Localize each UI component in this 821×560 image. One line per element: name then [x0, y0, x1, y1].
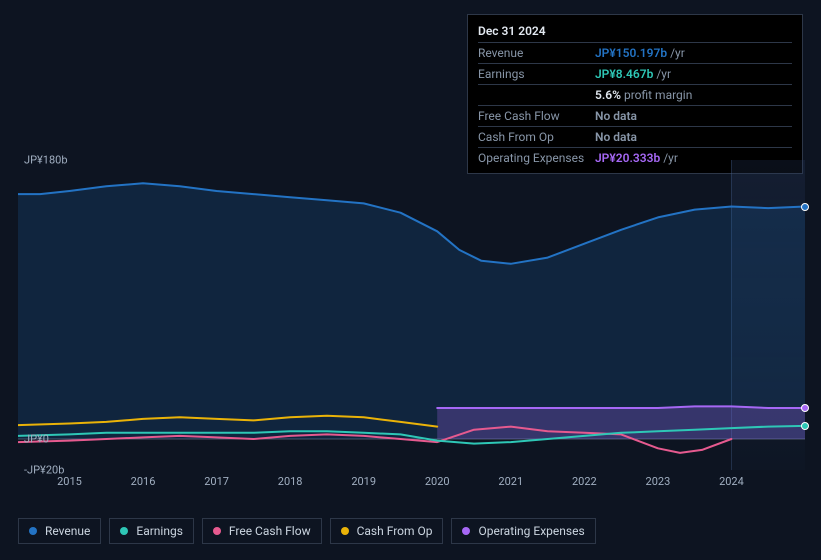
series-end-marker-operating_expenses [801, 404, 809, 412]
legend-dot-icon [29, 527, 37, 535]
legend-item-label: Free Cash Flow [229, 524, 311, 538]
x-axis-label: 2017 [204, 475, 229, 488]
x-axis-label: 2018 [278, 475, 303, 488]
series-end-marker-earnings [801, 422, 809, 430]
legend-item-label: Revenue [45, 524, 90, 538]
tooltip-row-value: No data [595, 130, 792, 144]
tooltip-row: Cash From OpNo data [478, 127, 792, 148]
tooltip-row-value: JP¥8.467b /yr [595, 67, 792, 81]
tooltip-row: EarningsJP¥8.467b /yr [478, 64, 792, 85]
legend-dot-icon [213, 527, 221, 535]
x-axis-label: 2023 [646, 475, 671, 488]
legend-item-cash_from_op[interactable]: Cash From Op [330, 518, 444, 544]
legend-item-label: Cash From Op [357, 524, 433, 538]
tooltip-row-value: No data [595, 109, 792, 123]
tooltip-panel: Dec 31 2024 RevenueJP¥150.197b /yrEarnin… [467, 14, 803, 174]
x-axis-label: 2020 [425, 475, 450, 488]
x-axis: 2015 2016 2017 2018 2019 2020 2021 2022 2023 2024 [18, 475, 805, 495]
tooltip-row-value: JP¥150.197b /yr [595, 46, 792, 60]
tooltip-row-label: Earnings [478, 67, 595, 81]
tooltip-row-label: Cash From Op [478, 130, 595, 144]
legend-item-revenue[interactable]: Revenue [18, 518, 101, 544]
line-chart-svg [18, 160, 805, 470]
x-axis-label: 2016 [131, 475, 156, 488]
x-axis-label: 2024 [719, 475, 744, 488]
x-axis-label: 2015 [57, 475, 82, 488]
legend-dot-icon [341, 527, 349, 535]
legend-item-label: Operating Expenses [478, 524, 584, 538]
x-axis-label: 2021 [498, 475, 523, 488]
x-axis-label: 2019 [351, 475, 376, 488]
series-fill-revenue [18, 183, 805, 439]
tooltip-date: Dec 31 2024 [478, 20, 792, 43]
chart-area[interactable]: JP¥180bJP¥0-JP¥20b [18, 160, 805, 470]
tooltip-rows: RevenueJP¥150.197b /yrEarningsJP¥8.467b … [478, 43, 792, 168]
x-axis-label: 2022 [572, 475, 597, 488]
tooltip-row-label: Free Cash Flow [478, 109, 595, 123]
y-axis-label: JP¥0 [24, 433, 78, 446]
tooltip-row: RevenueJP¥150.197b /yr [478, 43, 792, 64]
series-end-marker-revenue [801, 203, 809, 211]
tooltip-subrow: 5.6% profit margin [478, 85, 792, 106]
legend-item-free_cash_flow[interactable]: Free Cash Flow [202, 518, 322, 544]
legend: Revenue Earnings Free Cash Flow Cash From O… [18, 518, 596, 544]
tooltip-row: Free Cash FlowNo data [478, 106, 792, 127]
legend-dot-icon [120, 527, 128, 535]
tooltip-row-label: Revenue [478, 46, 595, 60]
legend-item-operating_expenses[interactable]: Operating Expenses [451, 518, 595, 544]
y-axis-label: JP¥180b [24, 154, 78, 167]
legend-item-label: Earnings [136, 524, 183, 538]
legend-dot-icon [462, 527, 470, 535]
legend-item-earnings[interactable]: Earnings [109, 518, 194, 544]
